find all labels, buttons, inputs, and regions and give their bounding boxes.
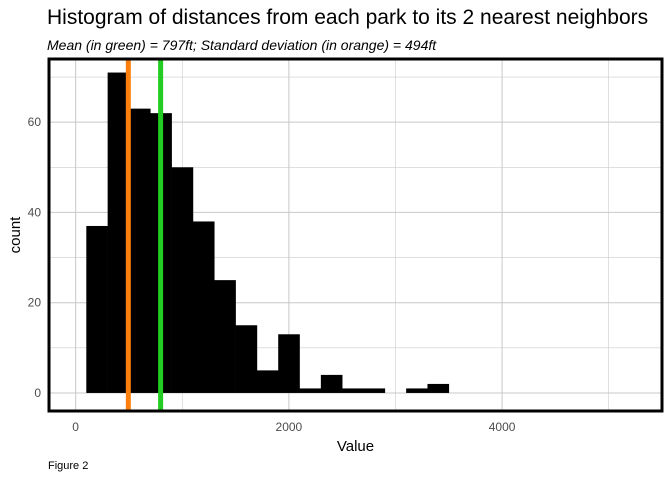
x-axis-ticks: 0 2000 4000 bbox=[72, 420, 515, 434]
y-tick-label: 40 bbox=[28, 205, 42, 219]
histogram-bar bbox=[107, 72, 130, 393]
x-axis-label: Value bbox=[337, 438, 374, 455]
y-tick-label: 20 bbox=[28, 296, 42, 310]
y-tick-label: 0 bbox=[34, 386, 41, 400]
x-tick-label: 0 bbox=[72, 420, 79, 434]
x-tick-label: 4000 bbox=[489, 420, 516, 434]
histogram-bar bbox=[86, 225, 108, 393]
histogram-bar bbox=[214, 280, 236, 393]
histogram-bar bbox=[128, 108, 151, 393]
histogram-bar bbox=[171, 167, 194, 393]
chart-subtitle: Mean (in green) = 797ft; Standard deviat… bbox=[47, 37, 437, 53]
histogram-bar bbox=[299, 388, 322, 393]
panel-border bbox=[47, 57, 664, 413]
histogram-bar bbox=[256, 370, 279, 393]
chart-title: Histogram of distances from each park to… bbox=[47, 6, 649, 29]
x-tick-label: 2000 bbox=[276, 420, 303, 434]
figure-caption: Figure 2 bbox=[48, 460, 89, 472]
histogram-bar bbox=[406, 388, 428, 393]
y-tick-label: 60 bbox=[28, 115, 42, 129]
histogram-bar bbox=[427, 383, 450, 393]
histogram-bars bbox=[86, 72, 450, 393]
histogram-bar bbox=[278, 334, 300, 393]
y-axis-label: count bbox=[7, 216, 24, 254]
reference-lines bbox=[125, 59, 164, 411]
histogram-bar bbox=[342, 388, 364, 393]
histogram-bar bbox=[235, 325, 258, 393]
histogram-bar bbox=[363, 388, 386, 393]
histogram-bar bbox=[320, 374, 343, 393]
y-axis-ticks: 0 20 40 60 bbox=[28, 115, 42, 400]
histogram-bar bbox=[192, 221, 215, 393]
